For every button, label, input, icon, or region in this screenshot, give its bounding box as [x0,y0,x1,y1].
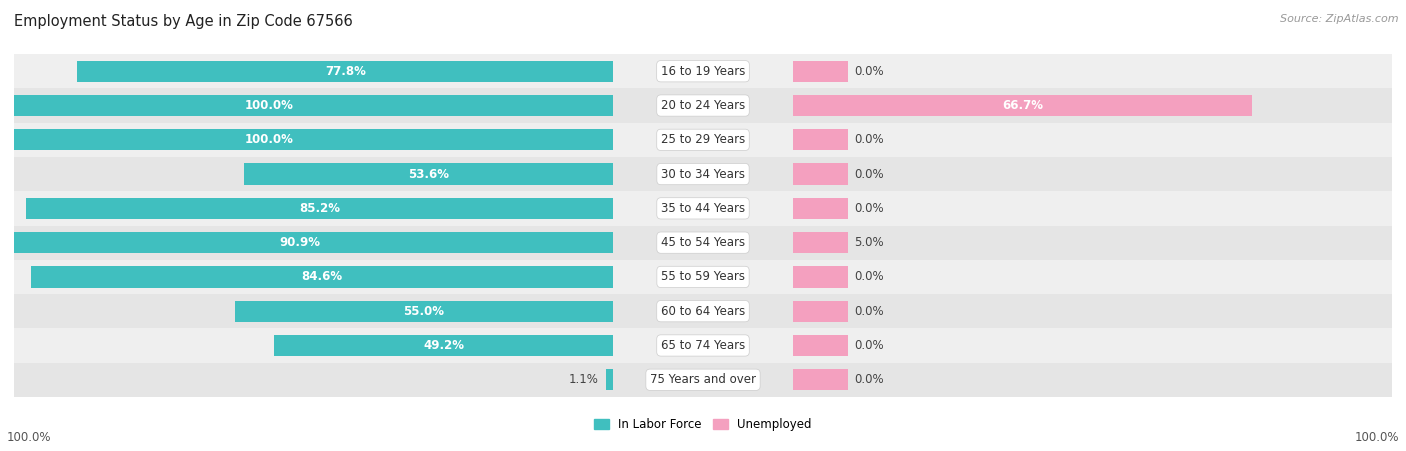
Bar [793,129,848,151]
Text: 66.7%: 66.7% [1002,99,1043,112]
Text: 30 to 34 Years: 30 to 34 Years [661,168,745,180]
Bar [14,191,703,226]
Bar [14,363,703,397]
Bar [793,95,1253,116]
Text: 53.6%: 53.6% [408,168,450,180]
Bar [14,54,703,88]
Bar [793,232,848,253]
Bar [703,294,1392,328]
Bar [0,129,613,151]
Text: 90.9%: 90.9% [280,236,321,249]
Text: 0.0%: 0.0% [855,305,884,318]
Text: 100.0%: 100.0% [245,133,294,146]
Bar [14,328,703,363]
Text: 0.0%: 0.0% [855,168,884,180]
Text: 20 to 24 Years: 20 to 24 Years [661,99,745,112]
Bar [703,328,1392,363]
Bar [14,260,703,294]
Text: Employment Status by Age in Zip Code 67566: Employment Status by Age in Zip Code 675… [14,14,353,28]
Bar [31,266,613,288]
Text: 100.0%: 100.0% [245,99,294,112]
Bar [14,294,703,328]
Bar [14,226,703,260]
Text: 100.0%: 100.0% [1354,431,1399,444]
Bar [793,300,848,322]
Bar [0,232,613,253]
Bar [235,300,613,322]
Bar [14,157,703,191]
Bar [793,335,848,356]
Text: 60 to 64 Years: 60 to 64 Years [661,305,745,318]
Text: 16 to 19 Years: 16 to 19 Years [661,65,745,78]
Bar [77,60,613,82]
Text: 75 Years and over: 75 Years and over [650,373,756,386]
Text: 0.0%: 0.0% [855,373,884,386]
Text: 0.0%: 0.0% [855,133,884,146]
Text: 1.1%: 1.1% [569,373,599,386]
Text: 5.0%: 5.0% [855,236,884,249]
Text: 0.0%: 0.0% [855,65,884,78]
Bar [703,363,1392,397]
Bar [793,60,848,82]
Text: 0.0%: 0.0% [855,202,884,215]
Text: 100.0%: 100.0% [7,431,52,444]
Bar [703,191,1392,226]
Text: 0.0%: 0.0% [855,271,884,283]
Text: Source: ZipAtlas.com: Source: ZipAtlas.com [1281,14,1399,23]
Bar [27,198,613,219]
Bar [245,163,613,185]
Bar [703,123,1392,157]
Text: 25 to 29 Years: 25 to 29 Years [661,133,745,146]
Text: 45 to 54 Years: 45 to 54 Years [661,236,745,249]
Text: 84.6%: 84.6% [301,271,343,283]
Text: 0.0%: 0.0% [855,339,884,352]
Text: 85.2%: 85.2% [299,202,340,215]
Bar [606,369,613,391]
Bar [703,157,1392,191]
Bar [793,163,848,185]
Bar [703,88,1392,123]
Text: 49.2%: 49.2% [423,339,464,352]
Bar [703,226,1392,260]
Bar [14,123,703,157]
Text: 55.0%: 55.0% [404,305,444,318]
Bar [14,88,703,123]
Text: 77.8%: 77.8% [325,65,366,78]
Legend: In Labor Force, Unemployed: In Labor Force, Unemployed [589,413,817,436]
Text: 65 to 74 Years: 65 to 74 Years [661,339,745,352]
Text: 55 to 59 Years: 55 to 59 Years [661,271,745,283]
Text: 35 to 44 Years: 35 to 44 Years [661,202,745,215]
Bar [703,260,1392,294]
Bar [793,198,848,219]
Bar [793,369,848,391]
Bar [0,95,613,116]
Bar [703,54,1392,88]
Bar [793,266,848,288]
Bar [274,335,613,356]
